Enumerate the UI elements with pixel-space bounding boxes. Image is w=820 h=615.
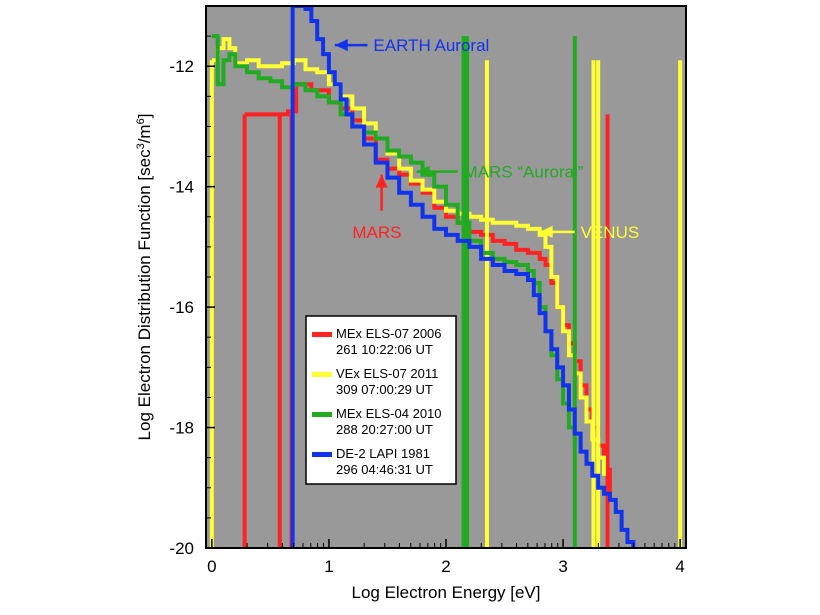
- legend-entry-time: 288 20:27:00 UT: [336, 422, 433, 437]
- annotation-text: VENUS: [581, 223, 640, 242]
- annotation-arrow-head: [375, 174, 388, 188]
- y-axis-label-end: ]: [135, 114, 154, 119]
- y-tick-label: -12: [169, 57, 194, 76]
- annotation-text: EARTH Auroral: [373, 36, 489, 55]
- legend-entry-time: 261 10:22:06 UT: [336, 342, 433, 357]
- y-tick-label: -18: [169, 419, 194, 438]
- x-tick-label: 3: [558, 557, 567, 576]
- annotation-arrow-head: [334, 39, 348, 52]
- annotation-1: EARTH Auroral: [334, 36, 489, 55]
- annotation-text: MARS “Auroral”: [464, 163, 584, 182]
- series-layer: [209, 6, 683, 548]
- y-axis-label-sup2: 6: [135, 118, 147, 124]
- annotation-3: MARS: [352, 174, 401, 242]
- y-tick-label: -16: [169, 298, 194, 317]
- annotation-text: MARS: [352, 223, 401, 242]
- x-axis-label: Log Electron Energy [eV]: [351, 583, 540, 602]
- annotation-arrow-head: [416, 165, 430, 178]
- x-tick-label: 2: [441, 557, 450, 576]
- series-2-line: [211, 37, 607, 476]
- legend-entry-name: MEx ELS-07 2006: [336, 326, 442, 341]
- legend-swatch: [312, 412, 332, 417]
- annotation-4: VENUS: [539, 223, 640, 242]
- legend-swatch: [312, 332, 332, 337]
- x-tick-label: 4: [675, 557, 684, 576]
- y-tick-label: -20: [169, 539, 194, 558]
- series-4: [290, 6, 636, 548]
- y-axis-label: Log Electron Distribution Function [sec3…: [135, 114, 154, 441]
- axis-layer: 0 1 2 3 4 -20 -18 -16 -14 -12: [169, 5, 685, 576]
- x-tick-label: 1: [324, 557, 333, 576]
- annotation-layer: EARTH Auroral MARS “Auroral” MARS VENUS: [334, 36, 640, 242]
- y-axis-label-sup1: 3: [135, 143, 147, 149]
- legend-entry-name: DE-2 LAPI 1981: [336, 446, 430, 461]
- legend-entry-name: MEx ELS-04 2010: [336, 406, 442, 421]
- annotation-arrow-head: [539, 225, 553, 238]
- legend-entry-time: 296 04:46:31 UT: [336, 462, 433, 477]
- y-axis-label-main: Log Electron Distribution Function [sec: [135, 149, 154, 441]
- y-tick-label: -14: [169, 178, 194, 197]
- legend-entry-name: VEx ELS-07 2011: [336, 366, 438, 381]
- legend-swatch: [312, 452, 332, 457]
- legend-entry-time: 309 07:00:29 UT: [336, 382, 433, 397]
- y-axis-label-mid: /m: [135, 124, 154, 143]
- series-4-line: [290, 6, 636, 548]
- x-tick-label: 0: [207, 557, 216, 576]
- annotation-2: MARS “Auroral”: [416, 163, 584, 182]
- legend-swatch: [312, 372, 332, 377]
